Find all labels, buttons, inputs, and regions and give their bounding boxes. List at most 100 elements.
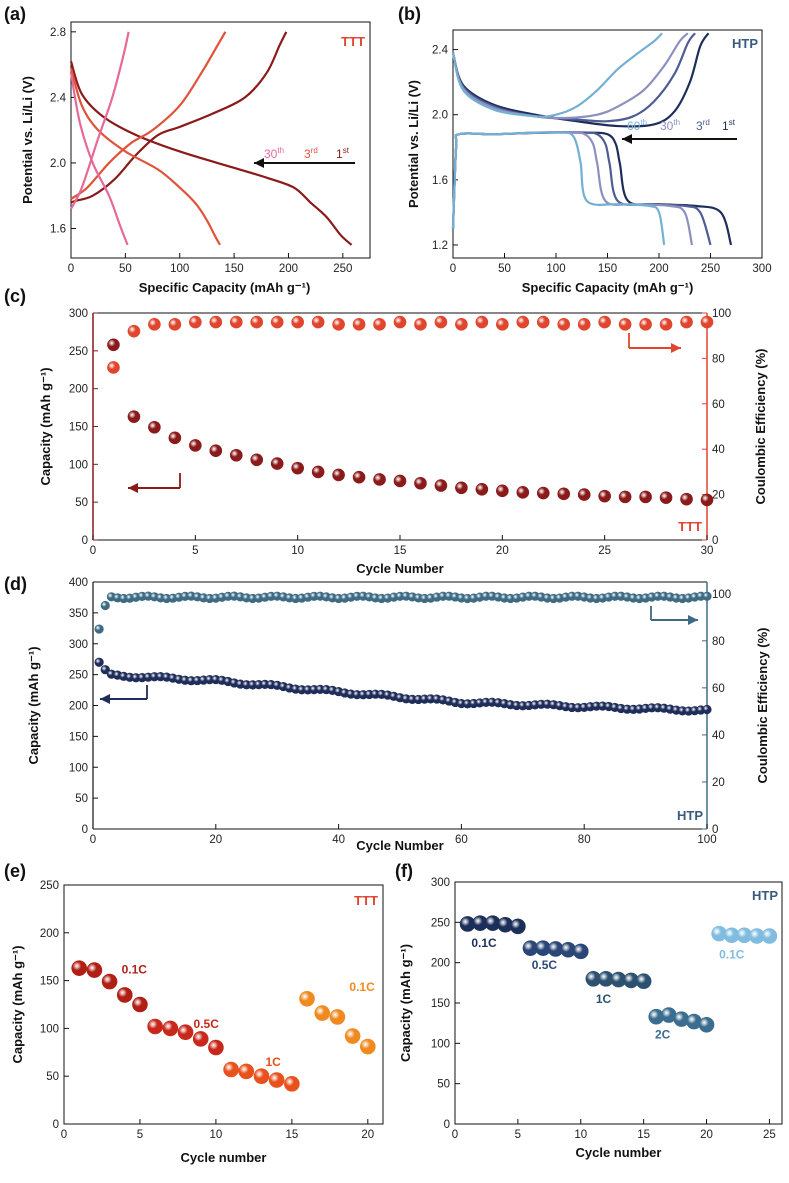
y-tick-label: 2.4 bbox=[50, 92, 67, 104]
y-tick-label: 50 bbox=[437, 1079, 450, 1091]
x-tick-label: 250 bbox=[701, 263, 720, 275]
series-line bbox=[451, 32, 689, 120]
efficiency-point bbox=[577, 318, 591, 331]
efficiency-point bbox=[352, 318, 366, 331]
y-axis-label: Capacity (mAh g⁻¹) bbox=[10, 945, 25, 1063]
x-tick-label: 20 bbox=[496, 545, 509, 557]
x-tick-label: 10 bbox=[574, 1129, 587, 1141]
y-tick-label: 400 bbox=[69, 577, 88, 589]
x-tick-label: 150 bbox=[598, 263, 617, 275]
x-tick-label: 25 bbox=[598, 545, 611, 557]
y-tick-label: 50 bbox=[46, 1071, 59, 1083]
rate-point bbox=[761, 928, 778, 944]
efficiency-point bbox=[680, 315, 693, 329]
y2-tick-label: 80 bbox=[712, 636, 725, 648]
efficiency-point bbox=[107, 361, 120, 374]
panel-tag: TTT bbox=[341, 34, 365, 49]
panel-label: (b) bbox=[398, 4, 421, 24]
y-tick-label: 250 bbox=[431, 917, 450, 929]
y-tick-label: 150 bbox=[431, 998, 450, 1010]
efficiency-point bbox=[598, 315, 611, 329]
capacity-point bbox=[100, 665, 110, 675]
y-tick-label: 0 bbox=[82, 535, 88, 547]
cycle-label-number: 60 bbox=[627, 119, 641, 133]
capacity-point bbox=[291, 461, 304, 475]
x-tick-label: 5 bbox=[137, 1129, 143, 1141]
y2-tick-label: 40 bbox=[712, 444, 725, 456]
x-tick-label: 300 bbox=[752, 263, 771, 275]
y-tick-label: 250 bbox=[40, 880, 59, 892]
cycle-label-number: 3 bbox=[304, 147, 311, 161]
x-tick-label: 200 bbox=[279, 263, 298, 275]
panel-b: (b) 0 50 100 150 200 250 300 1.2 1.6 2.0 2.4 Specifi… bbox=[398, 4, 772, 295]
y-tick-label: 300 bbox=[431, 877, 450, 889]
y-tick-label: 300 bbox=[69, 308, 88, 320]
cycle-arrow-head bbox=[622, 134, 632, 144]
efficiency-point bbox=[455, 318, 468, 331]
cycle-label-sup: st bbox=[343, 146, 350, 155]
efficiency-point bbox=[229, 315, 243, 329]
y-tick-label: 0 bbox=[53, 1119, 59, 1131]
panel-d: (d)0 20 40 60 80 1000501001502002503003504000… bbox=[4, 574, 770, 853]
efficiency-point bbox=[250, 315, 264, 329]
efficiency-point bbox=[516, 315, 530, 329]
capacity-point bbox=[659, 491, 673, 504]
cycle-label: 1st bbox=[336, 146, 350, 161]
capacity-point bbox=[618, 490, 632, 504]
cycle-label-number: 1 bbox=[722, 119, 729, 133]
capacity-point bbox=[496, 484, 509, 498]
rate-label: 0.5C bbox=[194, 1017, 220, 1031]
series-line bbox=[69, 60, 353, 246]
y-tick-label: 150 bbox=[69, 422, 88, 434]
cycle-label: 3rd bbox=[696, 118, 710, 133]
cycle-label-sup: rd bbox=[311, 146, 318, 155]
y2-tick-label: 0 bbox=[712, 535, 718, 547]
y-tick-label: 50 bbox=[75, 497, 88, 509]
panel-f: (f)0 5 10 15 20 250501001502002503000.1C0.5C1… bbox=[395, 861, 783, 1160]
y2-tick-label: 60 bbox=[712, 399, 725, 411]
efficiency-point bbox=[639, 318, 652, 331]
y2-tick-label: 20 bbox=[712, 777, 725, 789]
panel-tag: TTT bbox=[354, 893, 378, 908]
capacity-point bbox=[475, 483, 489, 496]
y-tick-label: 2.4 bbox=[432, 45, 449, 57]
y2-tick-label: 60 bbox=[712, 683, 725, 695]
x-tick-label: 5 bbox=[192, 545, 198, 557]
x-tick-label: 60 bbox=[455, 834, 468, 846]
efficiency-point bbox=[209, 315, 223, 329]
y-tick-label: 2.0 bbox=[432, 110, 448, 122]
panel-tag: HTP bbox=[752, 888, 778, 903]
rate-point bbox=[162, 1020, 179, 1037]
x-tick-label: 50 bbox=[119, 263, 132, 275]
cycle-label-number: 30 bbox=[264, 147, 278, 161]
rate-point bbox=[147, 1018, 163, 1035]
capacity-point bbox=[680, 492, 693, 506]
x-tick-label: 0 bbox=[90, 545, 96, 557]
x-tick-label: 0 bbox=[61, 1129, 67, 1141]
capacity-point bbox=[516, 486, 530, 499]
cycle-label-sup: th bbox=[673, 118, 680, 127]
series-line bbox=[70, 31, 130, 210]
capacity-point bbox=[700, 493, 714, 507]
rate-point bbox=[238, 1063, 255, 1080]
capacity-point bbox=[168, 431, 182, 445]
x-tick-label: 0 bbox=[90, 834, 96, 846]
capacity-point bbox=[455, 481, 468, 495]
x-axis-label: Cycle Number bbox=[356, 838, 443, 853]
efficiency-point bbox=[475, 315, 489, 329]
y-tick-label: 200 bbox=[69, 384, 88, 396]
y-tick-label: 150 bbox=[40, 976, 59, 988]
cycle-label-sup: th bbox=[640, 118, 647, 127]
y2-axis-label: Coulombic Efficiency (%) bbox=[755, 627, 770, 783]
series-line bbox=[451, 131, 694, 246]
efficiency-point bbox=[311, 315, 325, 329]
capacity-point bbox=[414, 476, 427, 490]
rate-label: 2C bbox=[655, 1028, 671, 1042]
y-axis-label: Potential vs. Li/Li (V) bbox=[20, 76, 35, 204]
rate-point bbox=[344, 1028, 361, 1044]
rate-point bbox=[223, 1061, 239, 1078]
x-tick-label: 0 bbox=[452, 1129, 458, 1141]
cycle-label: 30th bbox=[264, 146, 284, 161]
y-tick-label: 1.6 bbox=[50, 224, 66, 236]
rate-label: 0.1C bbox=[719, 948, 745, 962]
